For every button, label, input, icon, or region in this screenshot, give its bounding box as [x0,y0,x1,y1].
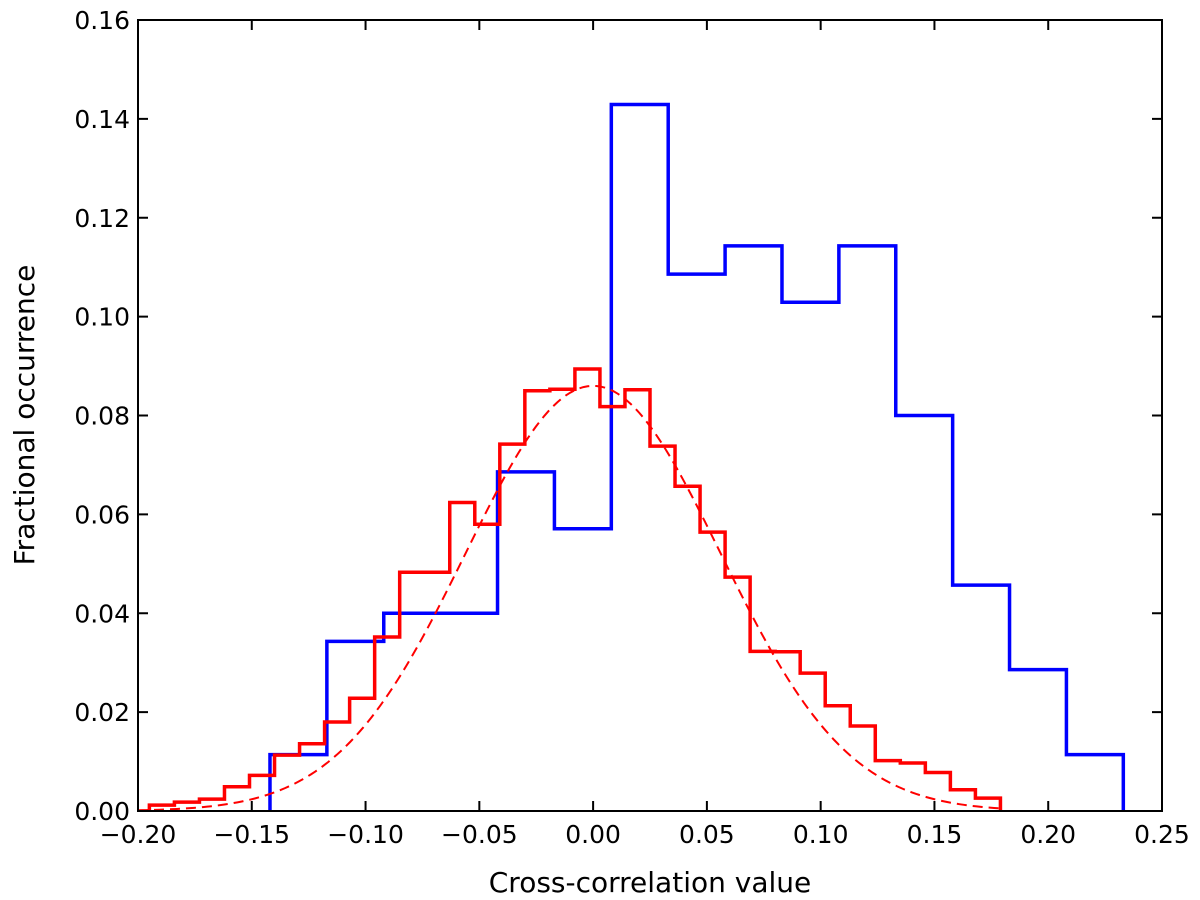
y-tick-label: 0.10 [74,303,130,332]
x-tick-label: 0.05 [679,820,735,849]
y-tick-label: 0.00 [74,797,130,826]
series-layer [137,102,1126,812]
x-tick-label: −0.10 [327,820,404,849]
x-tick-label: −0.15 [213,820,290,849]
y-tick-label: 0.02 [74,698,130,727]
x-tick-label: 0.20 [1020,820,1076,849]
y-tick-label: 0.04 [74,599,130,628]
x-tick-label: 0.00 [565,820,621,849]
x-tick-label: 0.25 [1134,820,1190,849]
x-axis-title: Cross-correlation value [489,866,811,899]
histogram-series-0 [268,102,1126,811]
tick-layer: −0.20 −0.15 −0.10 −0.05 0.00 0.05 0.10 0.15 0.20… [74,6,1190,849]
x-tick-label: 0.15 [907,820,963,849]
x-tick-label: −0.05 [441,820,518,849]
gaussian-fit-curve [137,384,1003,812]
y-tick-label: 0.08 [74,402,130,431]
y-axis-title: Fractional occurrence [8,265,41,566]
y-tick-label: 0.14 [74,105,130,134]
x-tick-label: 0.10 [793,820,849,849]
y-tick-label: 0.06 [74,500,130,529]
y-tick-label: 0.12 [74,204,130,233]
y-tick-label: 0.16 [74,6,130,35]
plot-frame [137,19,1163,812]
histogram-series-1 [147,367,1003,811]
x-tick-label: −0.20 [100,820,177,849]
